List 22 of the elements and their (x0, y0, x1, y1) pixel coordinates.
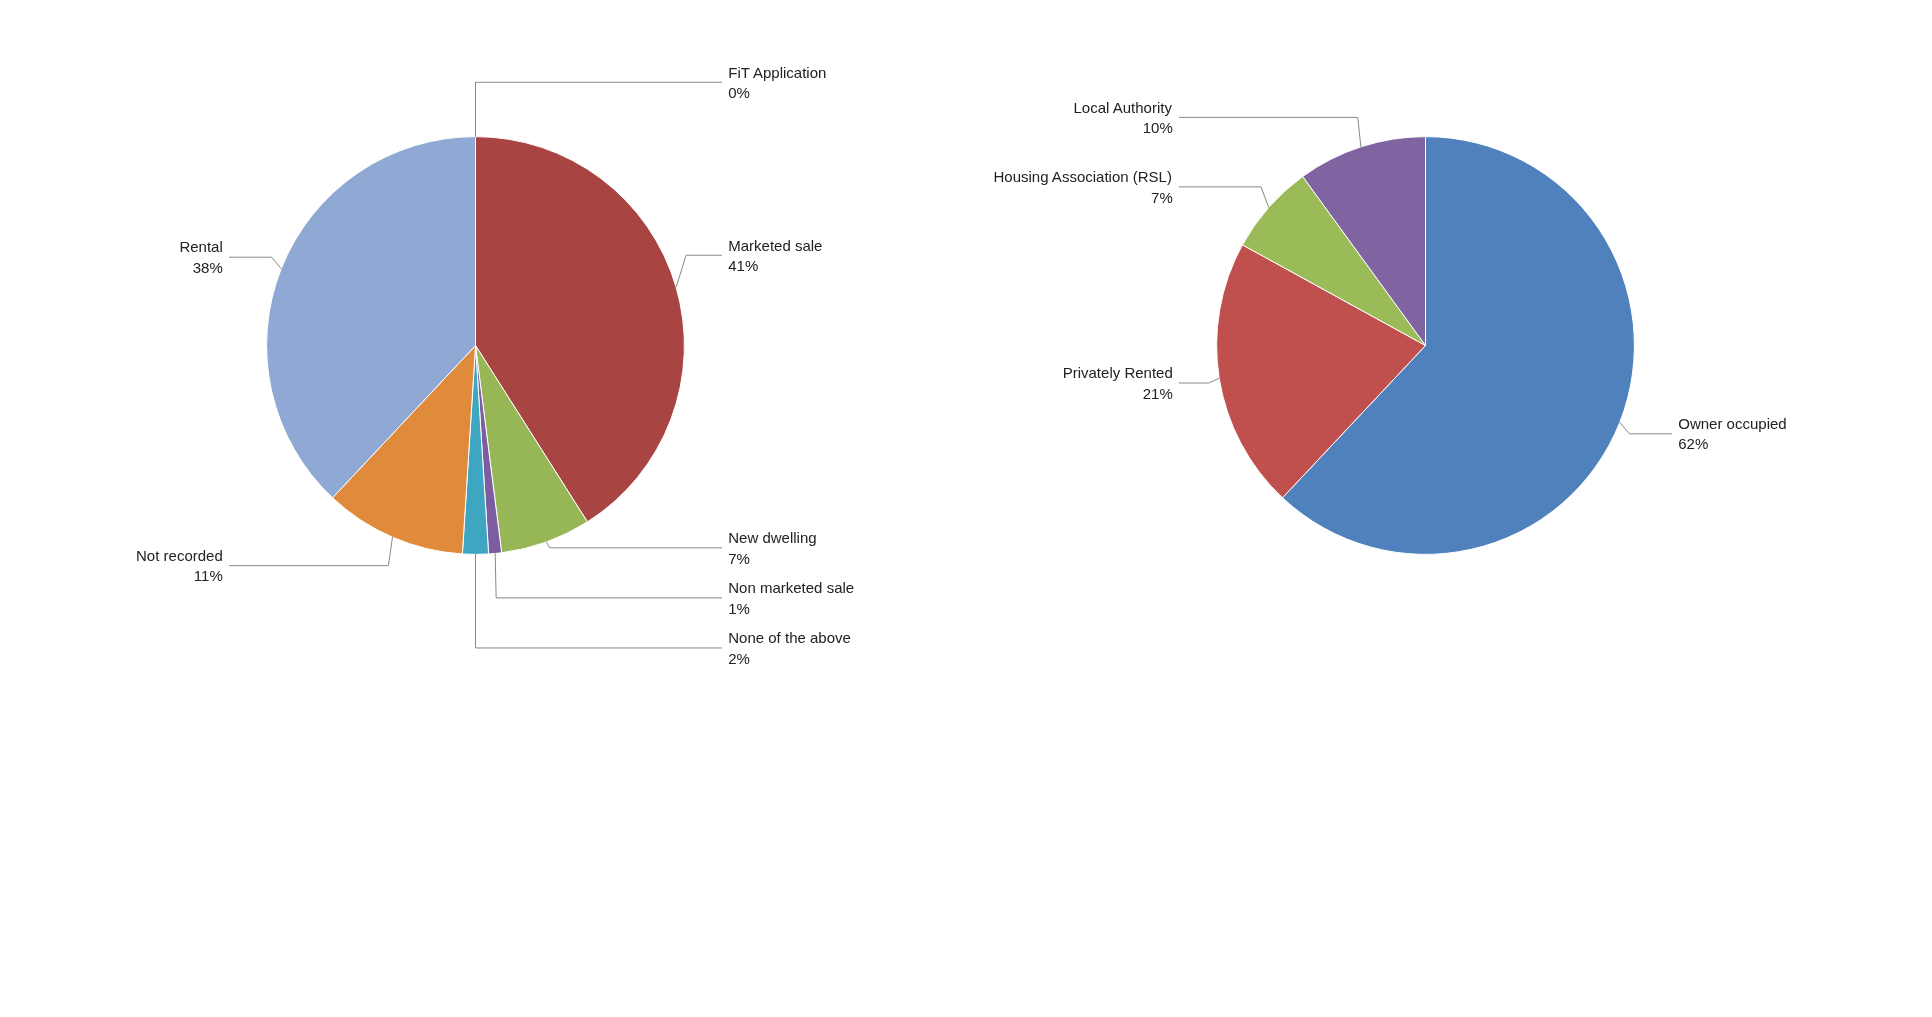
data-label: 2% (728, 649, 750, 667)
category-label: FiT Application (728, 63, 827, 81)
data-label: 1% (728, 599, 750, 617)
data-label: 62% (1678, 435, 1709, 453)
slice-label: Privately Rented (1062, 364, 1173, 382)
slice-label: Non marketed sale (728, 579, 855, 597)
slice-label: Housing Association (RSL) (993, 168, 1172, 186)
slice-label: Not recorded (136, 546, 223, 564)
slice-label: Marketed sale (728, 236, 823, 254)
data-label: 38% (192, 258, 223, 276)
data-label: 41% (728, 256, 759, 274)
data-label: 21% (1142, 384, 1173, 402)
text: 0% (728, 83, 750, 101)
data-label: 7% (728, 549, 750, 567)
slice-label: Rental (179, 238, 223, 256)
slice-label: Owner occupied (1678, 415, 1787, 433)
slice-label: None of the above (728, 629, 851, 647)
data-label: 7% (1151, 188, 1173, 206)
data-label: 11% (193, 567, 223, 585)
slice-label: New dwelling (728, 529, 817, 547)
slice-label: Local Authority (1073, 98, 1173, 116)
data-label: 10% (1142, 119, 1173, 137)
